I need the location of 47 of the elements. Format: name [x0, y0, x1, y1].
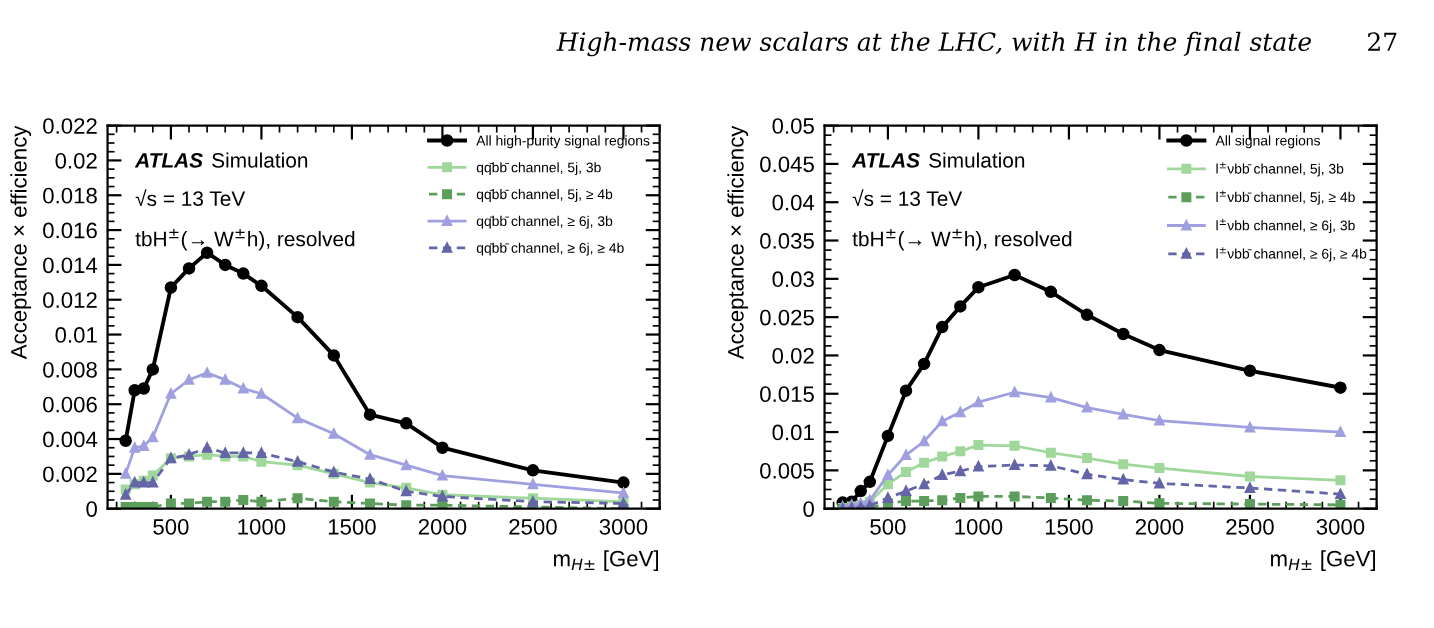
y-tick-label: 0.002 [43, 466, 97, 483]
x-axis-title: m$_{H±}$ [GeV] [554, 550, 658, 571]
y-tick-label: 0.01 [772, 424, 814, 441]
annotation: ATLAS Simulation [134, 152, 308, 168]
y-tick-label: 0.005 [760, 462, 814, 479]
y-tick-label: 0.022 [43, 118, 97, 134]
y-tick-label: 0.014 [43, 257, 98, 274]
x-tick-label: 2500 [1226, 518, 1274, 535]
y-tick-label: 0.008 [43, 361, 97, 378]
y-axis-title: Acceptance × efficiency [727, 125, 749, 360]
y-tick-label: 0.018 [43, 187, 97, 204]
x-tick-label: 2000 [1135, 518, 1184, 535]
x-tick-label: 2500 [509, 518, 557, 535]
x-tick-label: 1500 [1045, 518, 1093, 535]
y-tick-label: 0.05 [772, 118, 814, 134]
annotation: tbH$^{±}$(→ W$^{±}$h), resolved [135, 229, 355, 251]
x-tick-label: 3000 [599, 518, 648, 535]
chart-title: High-mass new scalars at the LHC, with H in the final state [556, 31, 1311, 57]
x-axis-title: m$_{H±}$ [GeV] [1271, 550, 1375, 571]
y-tick-label: 0 [86, 501, 97, 517]
annotation: √s = 13 TeV [135, 189, 246, 207]
x-tick-label: 3000 [1316, 518, 1365, 535]
y-tick-label: 0.03 [772, 271, 814, 288]
y-tick-label: 0.04 [772, 194, 815, 211]
x-tick-label: 500 [870, 518, 906, 535]
y-tick-label: 0.012 [43, 292, 97, 308]
x-tick-label: 1500 [328, 518, 376, 535]
annotation: ATLAS Simulation [851, 152, 1025, 168]
annotation: tbH$^{±}$(→ W$^{±}$h), resolved [852, 229, 1072, 251]
y-tick-label: 0 [803, 501, 814, 517]
y-tick-label: 0.02 [772, 347, 814, 364]
x-tick-label: 500 [153, 518, 189, 535]
y-tick-label: 0.025 [760, 309, 814, 326]
y-tick-label: 0.015 [760, 386, 814, 403]
chart-subtitle: 27 [1368, 32, 1397, 51]
x-tick-label: 2000 [418, 518, 467, 535]
annotation: √s = 13 TeV [852, 189, 963, 207]
y-tick-label: 0.045 [760, 156, 814, 173]
y-tick-label: 0.004 [43, 431, 98, 448]
y-tick-label: 0.01 [55, 327, 97, 343]
x-tick-label: 1000 [955, 518, 1003, 535]
y-tick-label: 0.016 [43, 222, 97, 239]
y-axis-title: Acceptance × efficiency [10, 125, 32, 360]
y-tick-label: 0.035 [760, 233, 814, 249]
y-tick-label: 0.006 [43, 396, 97, 413]
x-tick-label: 1000 [238, 518, 286, 535]
y-tick-label: 0.02 [55, 152, 97, 169]
